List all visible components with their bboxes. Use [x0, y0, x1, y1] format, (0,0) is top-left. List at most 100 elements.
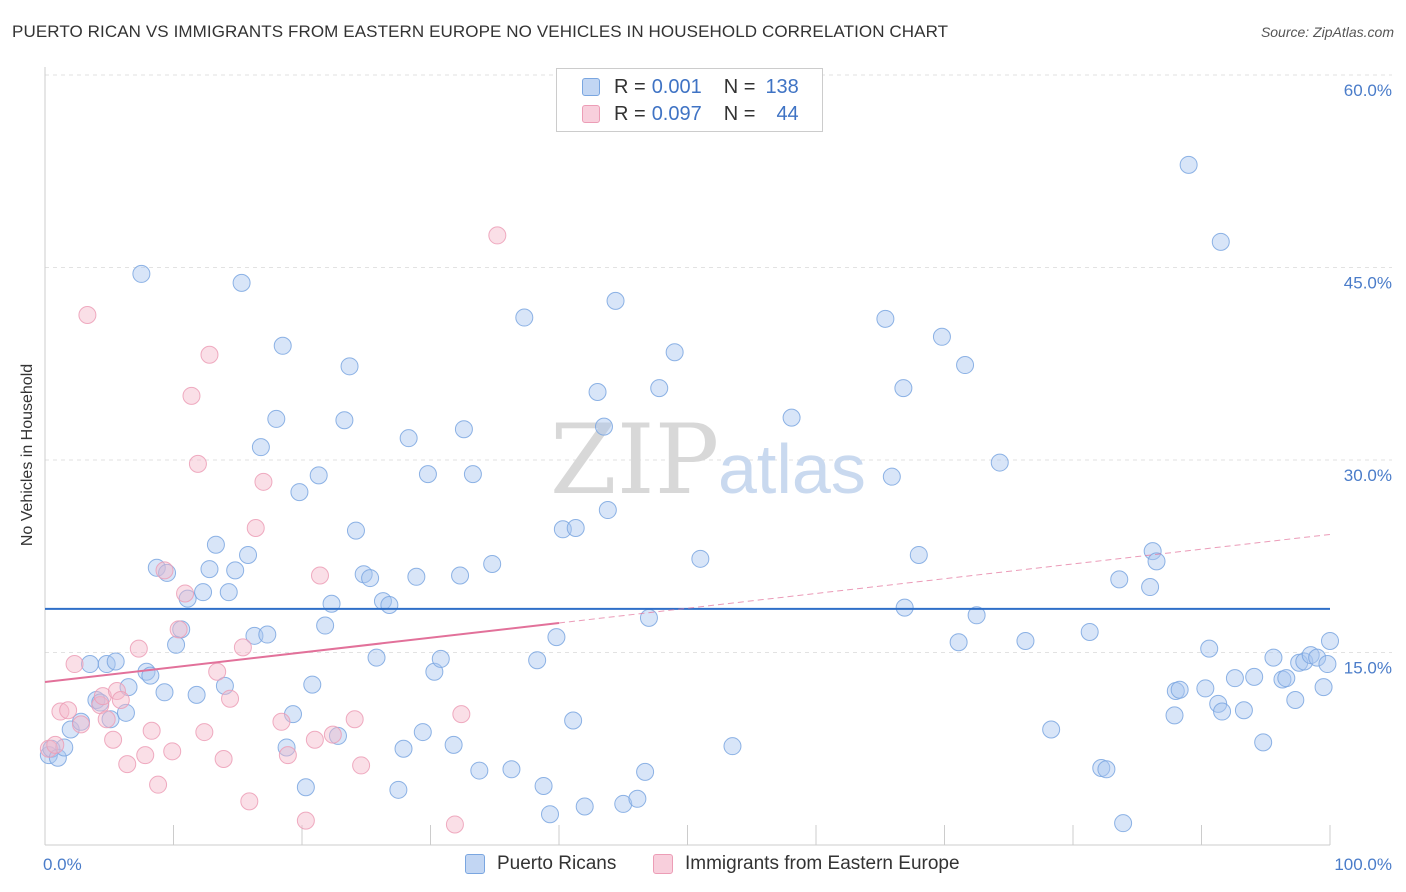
y-tick-label: 60.0%: [1344, 81, 1392, 100]
eastern-europe-point: [345, 710, 364, 729]
chart-title: PUERTO RICAN VS IMMIGRANTS FROM EASTERN …: [12, 22, 949, 41]
puerto-rican-point: [639, 608, 658, 627]
puerto-rican-point: [155, 683, 174, 702]
eastern-europe-point: [323, 725, 342, 744]
puerto-rican-point: [194, 583, 213, 602]
eastern-europe-point: [200, 345, 219, 364]
y-tick-label: 30.0%: [1344, 466, 1392, 485]
eastern-europe-point: [142, 721, 161, 740]
legend-r-value: 0.001: [651, 75, 702, 98]
puerto-rican-point: [598, 501, 617, 520]
puerto-rican-point: [594, 417, 613, 436]
puerto-rican-point: [566, 519, 585, 538]
puerto-rican-point: [588, 382, 607, 401]
puerto-rican-point: [470, 761, 489, 780]
puerto-rican-point: [553, 520, 572, 539]
eastern-europe-point: [65, 655, 84, 674]
puerto-rican-point: [101, 710, 120, 729]
puerto-rican-point: [967, 606, 986, 625]
puerto-rican-point: [335, 411, 354, 430]
puerto-rican-point: [1114, 814, 1133, 833]
puerto-rican-point: [650, 379, 669, 398]
puerto-rican-point: [1170, 680, 1189, 699]
bottom-legend-swatch-blue: [465, 854, 485, 874]
legend-n-value: 138: [765, 75, 799, 98]
puerto-rican-point: [1225, 669, 1244, 688]
eastern-europe-point: [169, 620, 188, 639]
puerto-rican-point: [431, 649, 450, 668]
puerto-rican-point: [909, 545, 928, 564]
puerto-rican-point: [1254, 733, 1273, 752]
puerto-rican-point: [444, 735, 463, 754]
watermark: ZIP atlas: [550, 404, 866, 516]
puerto-rican-point: [882, 467, 901, 486]
puerto-rican-point: [665, 343, 684, 362]
puerto-rican-point: [158, 563, 177, 582]
puerto-rican-point: [309, 466, 328, 485]
legend-r-label: R =: [614, 102, 646, 125]
puerto-rican-point: [399, 429, 418, 448]
eastern-europe-point: [246, 519, 265, 538]
x-tick-label: 0.0%: [43, 855, 82, 874]
eastern-europe-point: [278, 746, 297, 765]
bottom-legend-puerto-ricans: Puerto Ricans: [465, 852, 616, 876]
puerto-rican-point: [61, 720, 80, 739]
puerto-rican-point: [239, 545, 258, 564]
eastern-europe-point: [149, 775, 168, 794]
puerto-rican-point: [451, 566, 470, 585]
puerto-rican-point: [258, 625, 277, 644]
puerto-rican-point: [167, 635, 186, 654]
puerto-rican-point: [1179, 155, 1198, 174]
eastern-europe-point: [233, 638, 252, 657]
legend-n-label: N =: [723, 102, 756, 125]
puerto-rican-point: [80, 655, 99, 674]
puerto-rican-point: [316, 616, 335, 635]
eastern-europe-point: [296, 811, 315, 830]
puerto-rican-point: [1245, 667, 1264, 686]
tick-labels: 15.0% 30.0% 45.0% 60.0% 0.0% 100.0%: [43, 81, 1392, 874]
eastern-europe-point: [272, 712, 291, 731]
puerto-rican-point: [418, 465, 437, 484]
puerto-rican-point: [267, 409, 286, 428]
puerto-rican-point: [219, 583, 238, 602]
puerto-rican-point: [782, 408, 801, 427]
eastern-europe-point: [129, 639, 148, 658]
puerto-rican-point: [534, 776, 553, 795]
legend-swatch-blue: [582, 78, 600, 96]
eastern-europe-point: [111, 690, 130, 709]
watermark-atlas: atlas: [718, 430, 866, 508]
puerto-rican-point: [1277, 669, 1296, 688]
eastern-europe-point: [78, 305, 97, 324]
puerto-rican-point: [413, 723, 432, 742]
puerto-rican-point: [876, 309, 895, 328]
eastern-europe-point: [71, 715, 90, 734]
puerto-rican-point: [895, 598, 914, 617]
eastern-europe-point: [93, 687, 112, 706]
legend-r-label: R =: [614, 75, 646, 98]
puerto-rican-point: [483, 554, 502, 573]
puerto-rican-point: [723, 737, 742, 756]
puerto-rican-point: [1165, 706, 1184, 725]
eastern-europe-point: [51, 702, 70, 721]
puerto-rican-point: [187, 685, 206, 704]
puerto-rican-point: [394, 739, 413, 758]
puerto-rican-point: [691, 549, 710, 568]
puerto-rican-point: [1110, 570, 1129, 589]
eastern-europe-point: [240, 792, 259, 811]
puerto-rican-point: [251, 438, 270, 457]
eastern-europe-point: [214, 750, 233, 769]
legend-r-value: 0.097: [651, 102, 702, 125]
puerto-rican-point: [956, 356, 975, 375]
bottom-legend-eastern-europe: Immigrants from Eastern Europe: [653, 852, 960, 876]
eastern-europe-point: [195, 723, 214, 742]
puerto-rican-point: [541, 805, 560, 824]
puerto-rican-point: [226, 561, 245, 580]
bottom-legend-label: Immigrants from Eastern Europe: [685, 853, 960, 874]
legend-n-label: N =: [723, 75, 756, 98]
x-tick-label: 100.0%: [1334, 855, 1392, 874]
eastern-europe-point: [163, 742, 182, 761]
puerto-rican-point: [178, 589, 197, 608]
eastern-europe-point: [118, 755, 137, 774]
puerto-rican-point: [245, 626, 264, 645]
puerto-rican-point: [454, 420, 473, 439]
